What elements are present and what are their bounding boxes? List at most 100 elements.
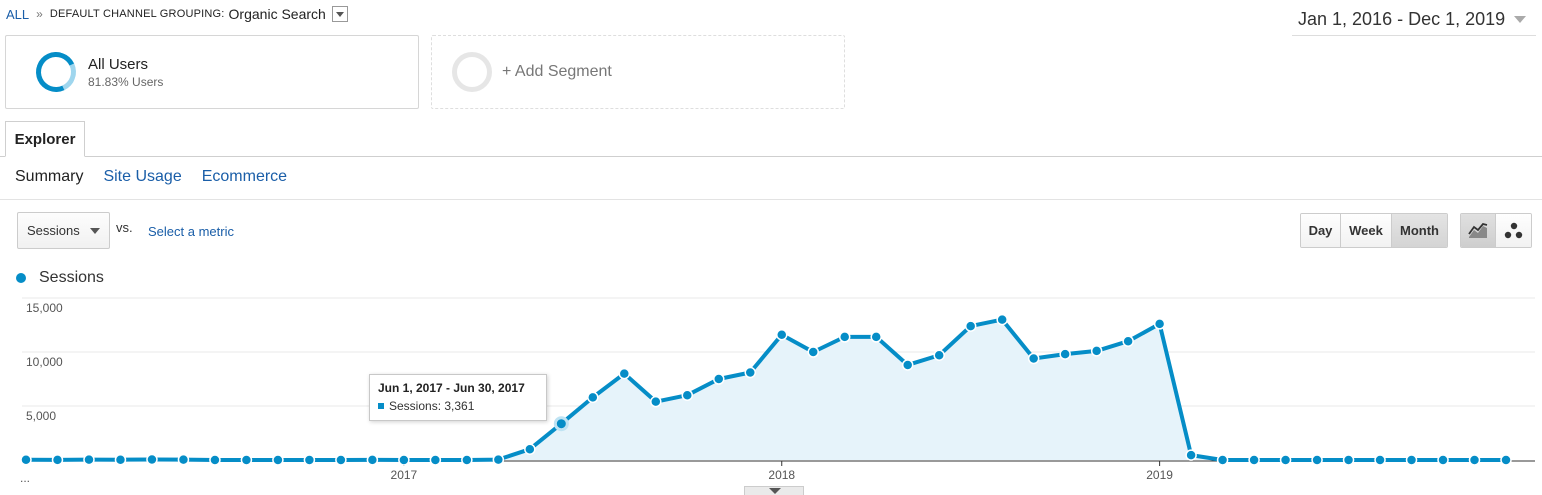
chevron-down-icon xyxy=(1514,16,1527,23)
data-point xyxy=(618,367,631,380)
data-point xyxy=(744,366,757,379)
segment-percentage: 81.83% Users xyxy=(88,74,164,89)
subtab-divider xyxy=(0,199,1542,200)
tab-bar-divider xyxy=(0,156,1542,157)
chart-legend: Sessions xyxy=(16,269,104,287)
data-point xyxy=(303,454,316,466)
data-point xyxy=(1500,454,1512,466)
tab-explorer[interactable]: Explorer xyxy=(5,121,85,157)
subtab-site-usage[interactable]: Site Usage xyxy=(103,168,182,185)
motion-chart-button[interactable] xyxy=(1496,214,1531,247)
data-point xyxy=(240,454,253,466)
segment-ring-icon xyxy=(30,46,82,98)
segment-all-users[interactable]: All Users 81.83% Users xyxy=(5,35,419,109)
data-point xyxy=(1122,335,1134,347)
data-point xyxy=(870,331,882,343)
data-point xyxy=(1311,454,1323,466)
tooltip-value: 3,361 xyxy=(444,399,475,413)
data-point xyxy=(1153,318,1166,330)
data-point xyxy=(209,454,221,466)
data-point xyxy=(366,454,379,466)
empty-ring-icon xyxy=(452,52,492,92)
data-point xyxy=(1027,352,1040,365)
data-point xyxy=(1216,454,1229,466)
date-range-picker[interactable]: Jan 1, 2016 - Dec 1, 2019 xyxy=(1292,4,1536,36)
data-point xyxy=(1090,345,1103,357)
data-point xyxy=(492,453,505,466)
breadcrumb-dropdown-button[interactable] xyxy=(331,6,348,22)
data-point xyxy=(587,391,599,404)
data-point xyxy=(146,453,158,466)
data-point-highlighted xyxy=(553,416,569,432)
date-range-text: Jan 1, 2016 - Dec 1, 2019 xyxy=(1298,9,1506,29)
subtab-ecommerce[interactable]: Ecommerce xyxy=(201,168,288,185)
y-tick-label: 15,000 xyxy=(26,301,63,315)
data-point xyxy=(713,373,725,385)
legend-series-dot xyxy=(16,273,26,283)
data-point xyxy=(335,454,347,466)
tooltip-title: Jun 1, 2017 - Jun 30, 2017 xyxy=(378,381,525,395)
data-point xyxy=(650,395,662,408)
breadcrumb: ALL » DEFAULT CHANNEL GROUPING: Organic … xyxy=(6,6,348,22)
metric-select[interactable]: Sessions xyxy=(17,212,110,249)
legend-series-label[interactable]: Sessions xyxy=(39,269,104,286)
data-point xyxy=(901,359,914,371)
data-point xyxy=(1342,454,1355,466)
breadcrumb-dimension-value: Organic Search xyxy=(228,6,326,22)
data-point xyxy=(933,349,945,361)
subtab-summary[interactable]: Summary xyxy=(15,168,84,185)
data-point xyxy=(20,454,32,466)
breadcrumb-separator: » xyxy=(36,7,43,21)
data-point xyxy=(51,454,64,466)
x-axis-overflow-label: ... xyxy=(20,471,30,485)
data-point xyxy=(1405,454,1418,466)
line-chart-icon xyxy=(1468,222,1488,238)
data-point xyxy=(83,453,95,466)
data-point xyxy=(1468,454,1481,466)
motion-chart-icon xyxy=(1504,222,1522,238)
sessions-area xyxy=(26,319,1506,460)
data-point xyxy=(964,320,977,332)
metric-select-value: Sessions xyxy=(27,223,80,238)
data-point xyxy=(461,454,473,466)
data-point xyxy=(838,331,851,343)
data-point xyxy=(1374,454,1386,466)
data-point xyxy=(681,389,694,401)
subtabs: Summary Site Usage Ecommerce xyxy=(15,168,307,186)
data-point xyxy=(1248,454,1260,466)
data-point xyxy=(996,313,1008,326)
chart-view-toggle xyxy=(1460,213,1532,248)
data-point xyxy=(398,454,410,466)
x-tick-label: 2017 xyxy=(391,468,418,482)
granularity-week-button[interactable]: Week xyxy=(1341,214,1392,247)
data-point xyxy=(177,453,190,466)
line-chart-button[interactable] xyxy=(1461,214,1496,247)
data-point xyxy=(429,454,442,466)
vs-label: vs. xyxy=(116,220,133,235)
data-point xyxy=(114,453,127,466)
tooltip-row: Sessions: 3,361 xyxy=(378,399,538,413)
granularity-day-button[interactable]: Day xyxy=(1301,214,1341,247)
chart-tooltip: Jun 1, 2017 - Jun 30, 2017 Sessions: 3,3… xyxy=(369,374,547,421)
data-point xyxy=(1185,449,1197,461)
granularity-month-button[interactable]: Month xyxy=(1392,214,1447,247)
data-point xyxy=(1059,348,1071,360)
sessions-chart: 5,000 10,000 15,000 2017 2018 2019... xyxy=(20,297,1535,485)
tooltip-label: Sessions: xyxy=(389,399,442,413)
y-tick-label: 10,000 xyxy=(26,355,63,369)
y-tick-label: 5,000 xyxy=(26,409,56,423)
select-metric-link[interactable]: Select a metric xyxy=(148,224,234,239)
breadcrumb-all-link[interactable]: ALL xyxy=(6,6,30,22)
data-point xyxy=(1279,454,1292,466)
data-point xyxy=(272,454,284,466)
add-segment-button[interactable]: + Add Segment xyxy=(431,35,845,109)
data-point xyxy=(524,443,536,455)
x-tick-label: 2018 xyxy=(768,468,795,482)
chevron-down-icon xyxy=(90,228,100,234)
breadcrumb-dimension-label: DEFAULT CHANNEL GROUPING: xyxy=(49,8,225,20)
data-point xyxy=(807,346,819,358)
segment-name: All Users xyxy=(88,55,149,73)
chart-expand-handle[interactable] xyxy=(744,486,804,495)
x-tick-label: 2019 xyxy=(1146,468,1173,482)
data-point xyxy=(1437,454,1449,466)
